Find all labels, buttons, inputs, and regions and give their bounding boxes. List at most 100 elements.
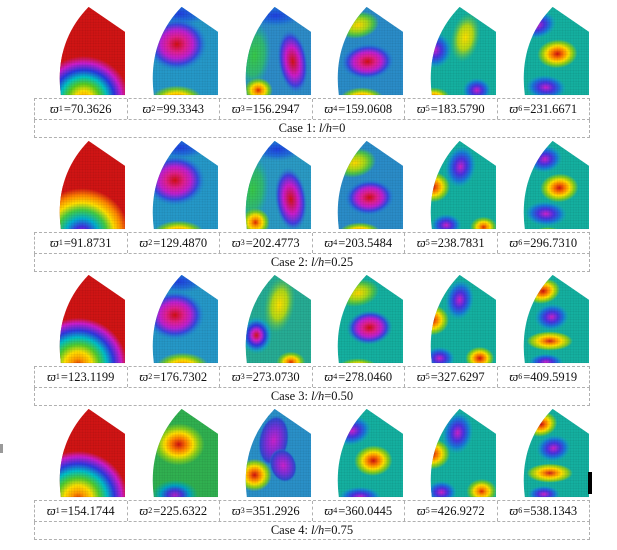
mode-panel-cell	[405, 272, 498, 366]
frequency-label: ϖ 3 = 202.4773	[220, 233, 313, 253]
omega-symbol: ϖ	[324, 235, 334, 250]
frequency-label: ϖ 1 = 70.3626	[35, 99, 128, 119]
frequency-value: 538.1343	[530, 503, 578, 518]
frequency-label: ϖ 5 = 426.9272	[405, 501, 498, 521]
mode-shape-panel	[152, 140, 219, 230]
frequency-label: ϖ 2 = 129.4870	[128, 233, 220, 253]
mode-shape-panel	[523, 408, 589, 500]
frequency-value: 183.5790	[437, 101, 485, 116]
case-caption: Case 4: l/h = 0.75	[34, 522, 590, 540]
mode-shape-panel	[430, 6, 497, 96]
mode-shape-panel	[338, 408, 404, 498]
length-to-thickness-ratio: l/h	[311, 389, 325, 403]
frequency-value: 156.2947	[252, 101, 300, 116]
case-ratio-value: 0.50	[331, 389, 354, 403]
mode-panel-cell	[127, 406, 220, 500]
equals-sign: =	[63, 101, 71, 116]
omega-symbol: ϖ	[231, 101, 241, 116]
mode-panel-cell	[219, 406, 312, 500]
equals-sign: =	[153, 503, 161, 518]
omega-symbol: ϖ	[139, 235, 149, 250]
mode-panel-cell	[497, 272, 590, 366]
frequency-label: ϖ 2 = 99.3343	[128, 99, 220, 119]
frequency-value: 360.0445	[345, 503, 393, 518]
frequency-label: ϖ 6 = 538.1343	[509, 503, 578, 518]
equals-sign: =	[60, 503, 68, 518]
omega-symbol: ϖ	[509, 235, 519, 250]
frequency-labels-row: ϖ 1 = 123.1199 ϖ 2 = 176.7302 ϖ 3 = 273.0730 ϖ 4 = 278.…	[34, 366, 590, 388]
omega-symbol: ϖ	[231, 369, 241, 384]
mode-panel-cell	[312, 272, 405, 366]
frequency-value: 296.7310	[530, 235, 578, 250]
omega-symbol: ϖ	[139, 503, 149, 518]
omega-symbol: ϖ	[416, 101, 426, 116]
mode-panel-cell	[34, 272, 127, 366]
frequency-value: 351.2926	[252, 503, 300, 518]
mode-panel-cell	[405, 4, 498, 98]
frequency-value: 159.0608	[345, 101, 393, 116]
equals-sign: =	[324, 523, 332, 537]
frequency-value: 278.0460	[345, 369, 393, 384]
omega-symbol: ϖ	[47, 369, 56, 384]
text-cursor[interactable]	[588, 472, 592, 494]
omega-symbol: ϖ	[416, 503, 426, 518]
mode-shape-panel	[523, 6, 589, 96]
case-prefix: Case 1:	[278, 121, 316, 135]
mode-shape-panel	[338, 6, 404, 96]
equals-sign: =	[430, 503, 438, 518]
equals-sign: =	[338, 101, 346, 116]
frequency-label: ϖ 3 = 351.2926	[220, 501, 313, 521]
frequency-value: 327.6297	[437, 369, 485, 384]
mode-shape-panel	[60, 274, 126, 364]
frequency-label: ϖ 1 = 91.8731	[35, 233, 128, 253]
omega-symbol: ϖ	[142, 101, 152, 116]
mode-shape-panel	[245, 274, 311, 364]
mode-shape-panel	[338, 274, 404, 364]
mode-shape-panel	[152, 408, 219, 498]
case-ratio-value: 0.75	[331, 523, 354, 537]
frequency-label: ϖ 6 = 231.6671	[509, 101, 578, 116]
equals-sign: =	[523, 235, 531, 250]
frequency-label: ϖ 3 = 273.0730	[220, 367, 313, 387]
mode-panel-cell	[312, 406, 405, 500]
contour-blob	[245, 429, 246, 487]
equals-sign: =	[63, 235, 71, 250]
equals-sign: =	[523, 101, 531, 116]
equals-sign: =	[245, 235, 253, 250]
case-prefix: Case 4:	[270, 523, 308, 537]
frequency-label: ϖ 4 = 360.0445	[313, 501, 405, 521]
case-caption: Case 3: l/h = 0.50	[34, 388, 590, 406]
frequency-label: ϖ 3 = 156.2947	[220, 99, 313, 119]
equals-sign: =	[245, 369, 253, 384]
case-block-2: ϖ 1 = 91.8731 ϖ 2 = 129.4870 ϖ 3 = 202.4773 ϖ 4 = 203.5…	[34, 138, 590, 272]
mode-panel-cell	[405, 406, 498, 500]
frequency-labels-row: ϖ 1 = 91.8731 ϖ 2 = 129.4870 ϖ 3 = 202.4773 ϖ 4 = 203.5…	[34, 232, 590, 254]
mode-shape-panel	[245, 140, 311, 230]
equals-sign: =	[430, 369, 438, 384]
equals-sign: =	[60, 369, 68, 384]
case-prefix: Case 2:	[270, 255, 308, 269]
mode-panels-row	[34, 272, 590, 366]
equals-sign: =	[430, 235, 438, 250]
omega-symbol: ϖ	[49, 235, 59, 250]
mode-shape-panel	[245, 6, 311, 96]
frequency-label: ϖ 6 = 409.5919	[509, 369, 578, 384]
equals-sign: =	[430, 101, 438, 116]
contour-blob	[531, 364, 556, 366]
frequency-label: ϖ 2 = 225.6322	[128, 501, 220, 521]
frequency-label: ϖ 1 = 154.1744	[35, 501, 128, 521]
mode-panels-row	[34, 4, 590, 98]
equals-sign: =	[338, 235, 346, 250]
mode-shape-panel	[245, 408, 311, 498]
mode-shape-panel	[60, 140, 126, 230]
frequency-value: 273.0730	[252, 369, 300, 384]
equals-sign: =	[245, 101, 253, 116]
mode-panel-cell	[497, 406, 590, 500]
mode-shape-panel	[430, 140, 497, 230]
omega-symbol: ϖ	[509, 503, 519, 518]
equals-sign: =	[523, 369, 531, 384]
case-caption: Case 2: l/h = 0.25	[34, 254, 590, 272]
omega-symbol: ϖ	[231, 235, 241, 250]
contour-blob	[530, 498, 553, 500]
